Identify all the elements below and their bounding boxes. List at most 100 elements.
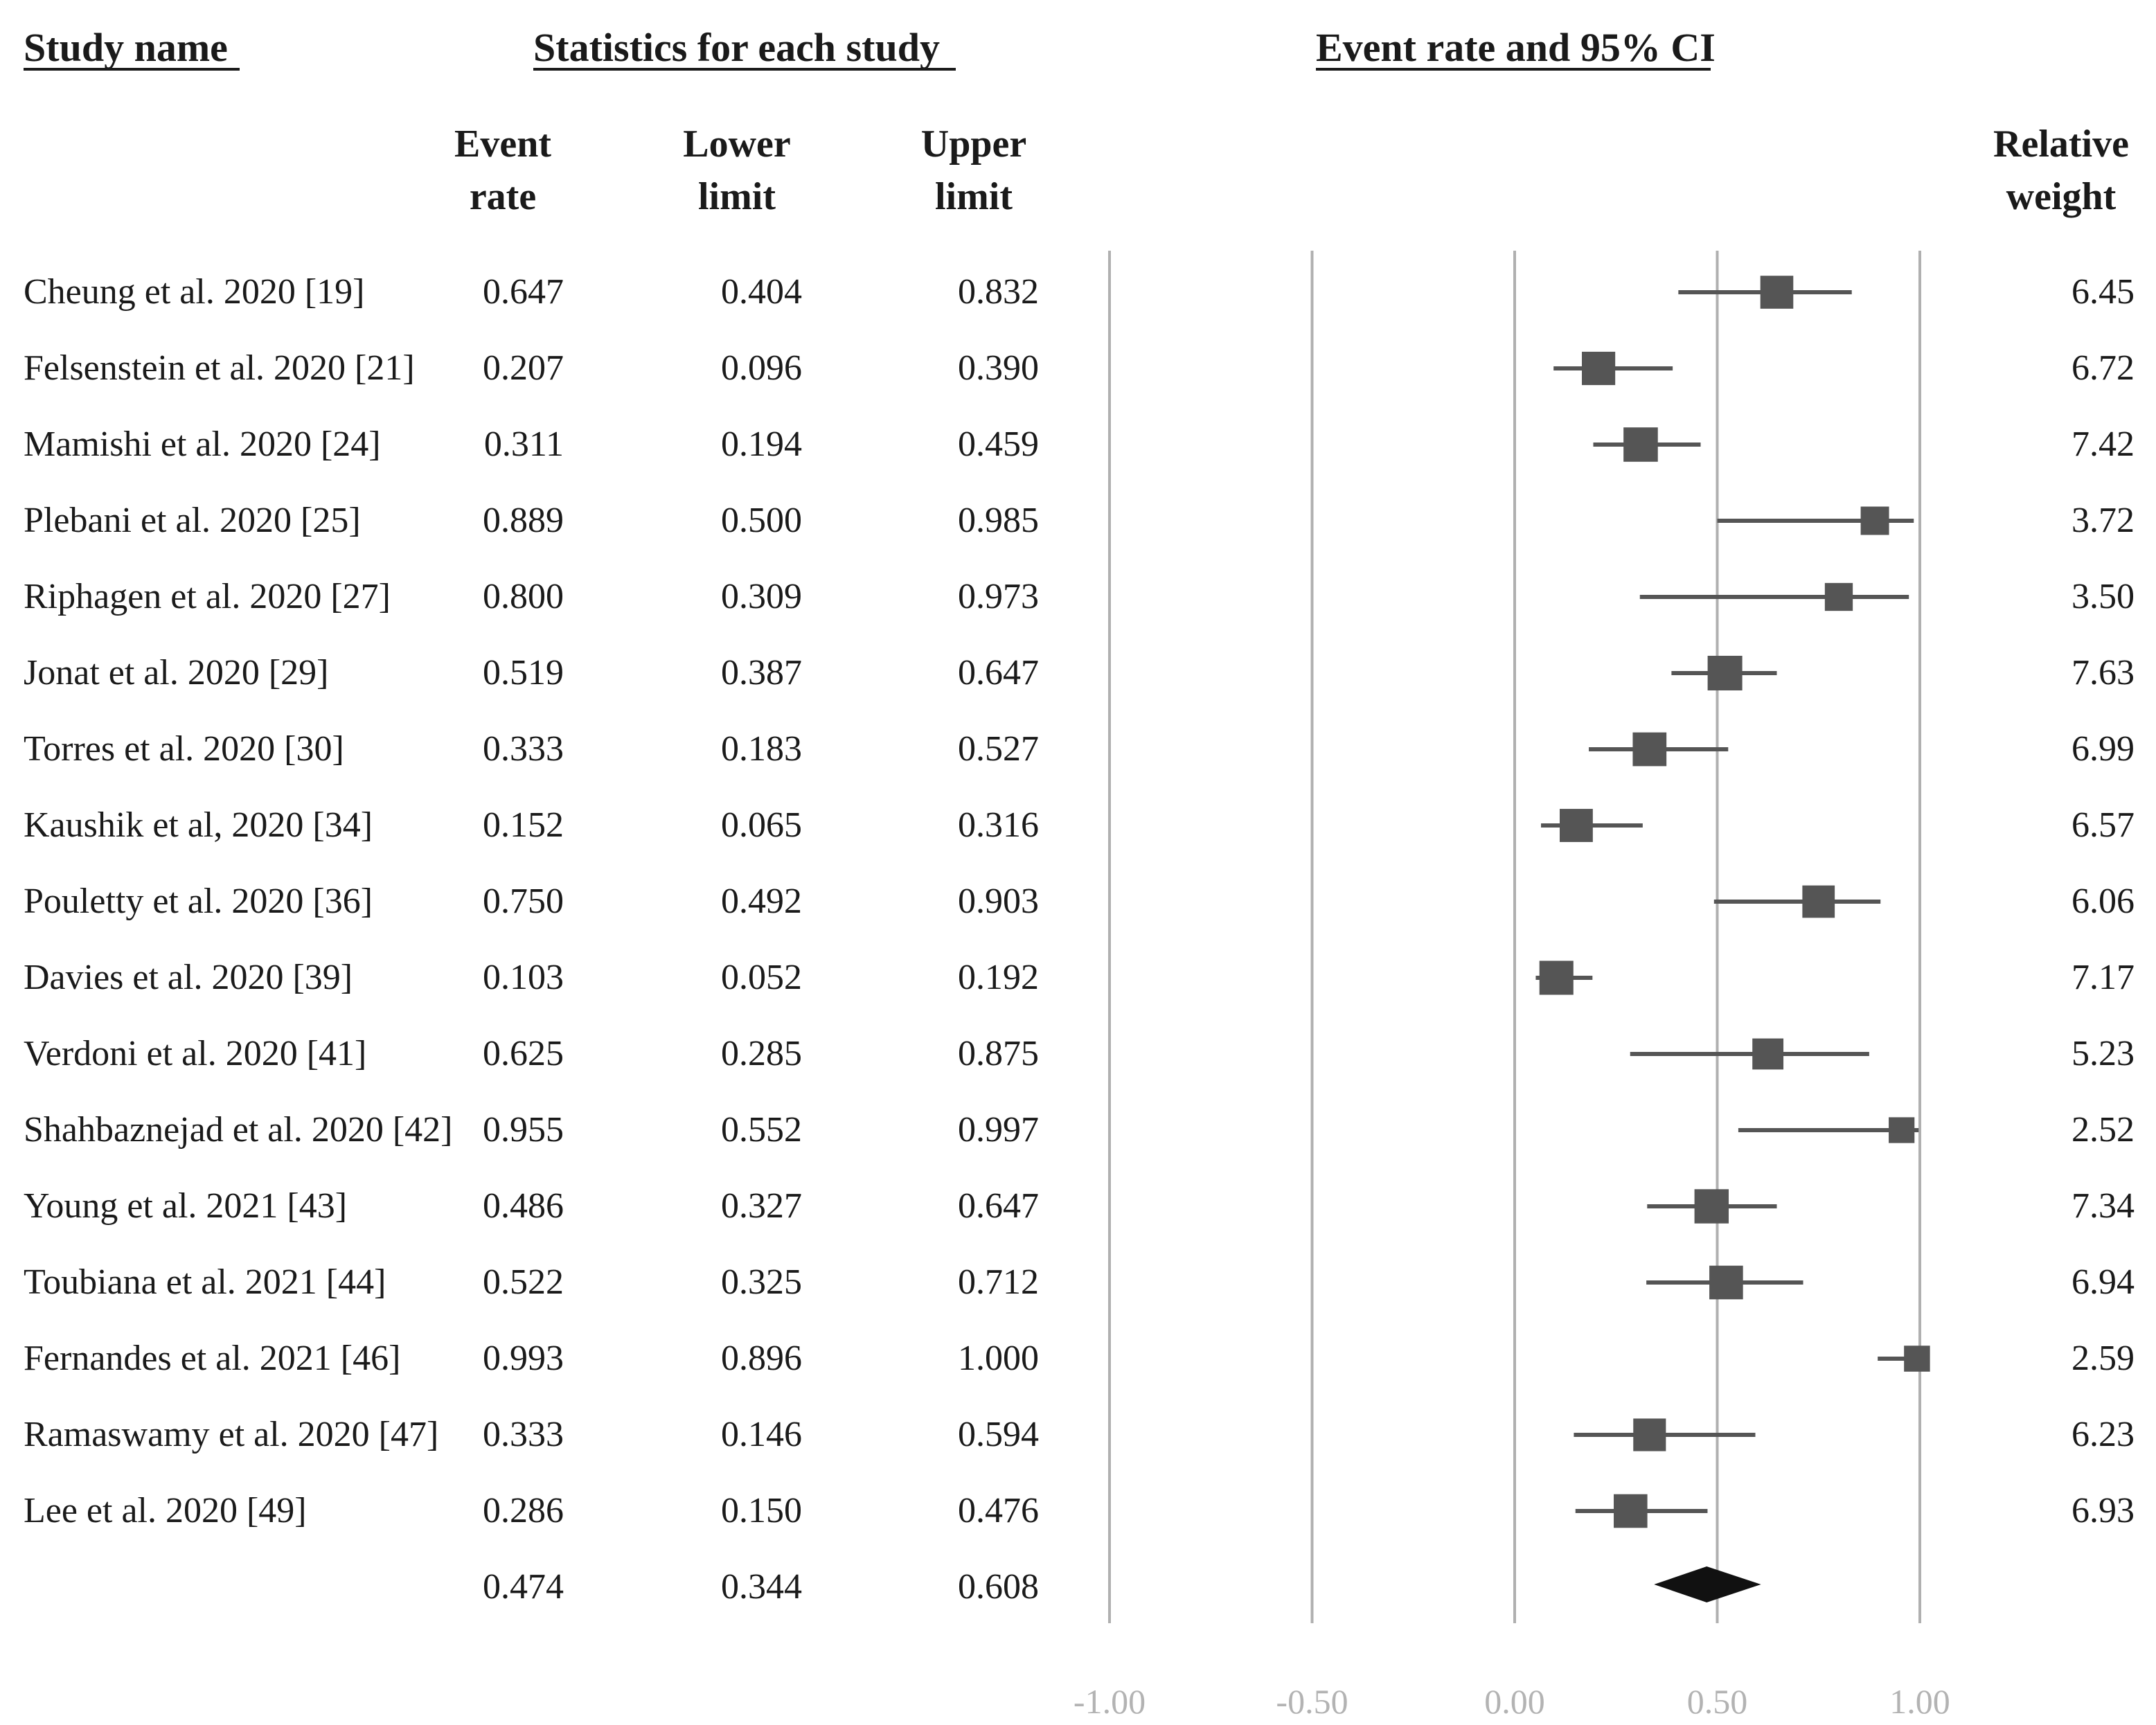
relative-weight-value: 7.42: [2072, 424, 2135, 464]
relative-weight-value: 6.99: [2072, 729, 2135, 769]
study-name: Shahbaznejad et al. 2020 [42]: [24, 1110, 453, 1150]
event-rate-column-header: Event rate: [413, 118, 593, 223]
lower-limit-value: 0.404: [721, 272, 802, 312]
study-marker: [1632, 732, 1667, 767]
upper-limit-value: 0.875: [958, 1034, 1039, 1073]
upper-limit-value: 0.316: [958, 805, 1039, 845]
relative-weight-value: 3.50: [2072, 577, 2135, 616]
lower-limit-value: 0.492: [721, 882, 802, 921]
study-name: Davies et al. 2020 [39]: [24, 958, 353, 997]
event-rate-header-line2: rate: [469, 175, 537, 218]
x-tick-label: 1.00: [1889, 1682, 1950, 1721]
study-name: Ramaswamy et al. 2020 [47]: [24, 1415, 439, 1454]
upper-limit-value: 0.594: [958, 1415, 1039, 1454]
lower-limit-column-header: Lower limit: [647, 118, 827, 223]
study-name: Mamishi et al. 2020 [24]: [24, 424, 381, 464]
relative-weight-value: 6.57: [2072, 805, 2135, 845]
study-marker: [1539, 960, 1574, 995]
study-name: Lee et al. 2020 [49]: [24, 1491, 307, 1530]
relative-weight-header-line2: weight: [2006, 175, 2117, 218]
event-rate-value: 0.152: [483, 805, 564, 845]
event-rate-value: 0.103: [483, 958, 564, 997]
relative-weight-value: 7.63: [2072, 653, 2135, 692]
relative-weight-value: 7.34: [2072, 1186, 2135, 1226]
relative-weight-value: 7.17: [2072, 958, 2135, 997]
event-rate-value: 0.800: [483, 577, 564, 616]
upper-limit-value: 0.997: [958, 1110, 1039, 1150]
study-marker: [1904, 1346, 1930, 1372]
upper-limit-value: 0.973: [958, 577, 1039, 616]
relative-weight-header-line1: Relative: [1993, 123, 2129, 166]
pooled-upper-limit: 0.608: [958, 1567, 1039, 1607]
upper-limit-value: 0.527: [958, 729, 1039, 769]
lower-limit-value: 0.146: [721, 1415, 802, 1454]
plot-underline: [1316, 68, 1711, 71]
relative-weight-value: 6.06: [2072, 882, 2135, 921]
event-rate-value: 0.993: [483, 1339, 564, 1378]
study-name: Young et al. 2021 [43]: [24, 1186, 348, 1226]
lower-limit-value: 0.285: [721, 1034, 802, 1073]
pooled-estimate-diamond: [1654, 1566, 1761, 1602]
event-rate-value: 0.647: [483, 272, 564, 312]
event-rate-value: 0.486: [483, 1186, 564, 1226]
upper-limit-value: 0.192: [958, 958, 1039, 997]
plot-header: Event rate and 95% CI: [1316, 25, 1716, 70]
relative-weight-value: 2.59: [2072, 1339, 2135, 1378]
pooled-event-rate: 0.474: [483, 1567, 564, 1607]
upper-limit-value: 0.647: [958, 1186, 1039, 1226]
study-name: Felsenstein et al. 2020 [21]: [24, 348, 415, 388]
statistics-underline: [533, 68, 956, 71]
lower-limit-header-line2: limit: [698, 175, 776, 218]
lower-limit-value: 0.194: [721, 424, 802, 464]
event-rate-value: 0.207: [483, 348, 564, 388]
lower-limit-header-line1: Lower: [683, 123, 791, 166]
event-rate-header-line1: Event: [454, 123, 551, 166]
study-name: Plebani et al. 2020 [25]: [24, 501, 361, 540]
study-marker: [1802, 885, 1835, 918]
relative-weight-value: 6.93: [2072, 1491, 2135, 1530]
upper-limit-value: 0.985: [958, 501, 1039, 540]
study-name-header: Study name: [24, 25, 228, 70]
study-name: Kaushik et al, 2020 [34]: [24, 805, 373, 845]
event-rate-value: 0.889: [483, 501, 564, 540]
event-rate-value: 0.522: [483, 1262, 564, 1302]
lower-limit-value: 0.325: [721, 1262, 802, 1302]
study-name: Torres et al. 2020 [30]: [24, 729, 344, 769]
study-marker: [1582, 351, 1616, 386]
lower-limit-value: 0.150: [721, 1491, 802, 1530]
lower-limit-value: 0.327: [721, 1186, 802, 1226]
relative-weight-value: 6.23: [2072, 1415, 2135, 1454]
event-rate-value: 0.333: [483, 1415, 564, 1454]
pooled-lower-limit: 0.344: [721, 1567, 802, 1607]
study-marker: [1560, 809, 1593, 842]
event-rate-value: 0.625: [483, 1034, 564, 1073]
study-marker: [1623, 427, 1658, 462]
study-marker: [1824, 582, 1853, 611]
study-name: Fernandes et al. 2021 [46]: [24, 1339, 401, 1378]
relative-weight-value: 3.72: [2072, 501, 2135, 540]
event-rate-value: 0.955: [483, 1110, 564, 1150]
upper-limit-header-line1: Upper: [920, 123, 1027, 166]
upper-limit-value: 0.390: [958, 348, 1039, 388]
study-name-underline: [24, 68, 240, 71]
study-marker: [1707, 656, 1743, 690]
study-name: Jonat et al. 2020 [29]: [24, 653, 329, 692]
upper-limit-value: 1.000: [958, 1339, 1039, 1378]
event-rate-value: 0.286: [483, 1491, 564, 1530]
study-name: Verdoni et al. 2020 [41]: [24, 1034, 367, 1073]
relative-weight-value: 5.23: [2072, 1034, 2135, 1073]
study-marker: [1889, 1117, 1915, 1143]
upper-limit-value: 0.476: [958, 1491, 1039, 1530]
study-name: Toubiana et al. 2021 [44]: [24, 1262, 386, 1302]
upper-limit-value: 0.459: [958, 424, 1039, 464]
x-tick-label: 0.00: [1484, 1682, 1545, 1721]
x-tick-label: 0.50: [1687, 1682, 1748, 1721]
study-marker: [1614, 1494, 1648, 1528]
lower-limit-value: 0.052: [721, 958, 802, 997]
upper-limit-header-line2: limit: [935, 175, 1013, 218]
relative-weight-column-header: Relative weight: [1964, 118, 2156, 223]
event-rate-value: 0.519: [483, 653, 564, 692]
study-name: Cheung et al. 2020 [19]: [24, 272, 365, 312]
study-name: Riphagen et al. 2020 [27]: [24, 577, 391, 616]
